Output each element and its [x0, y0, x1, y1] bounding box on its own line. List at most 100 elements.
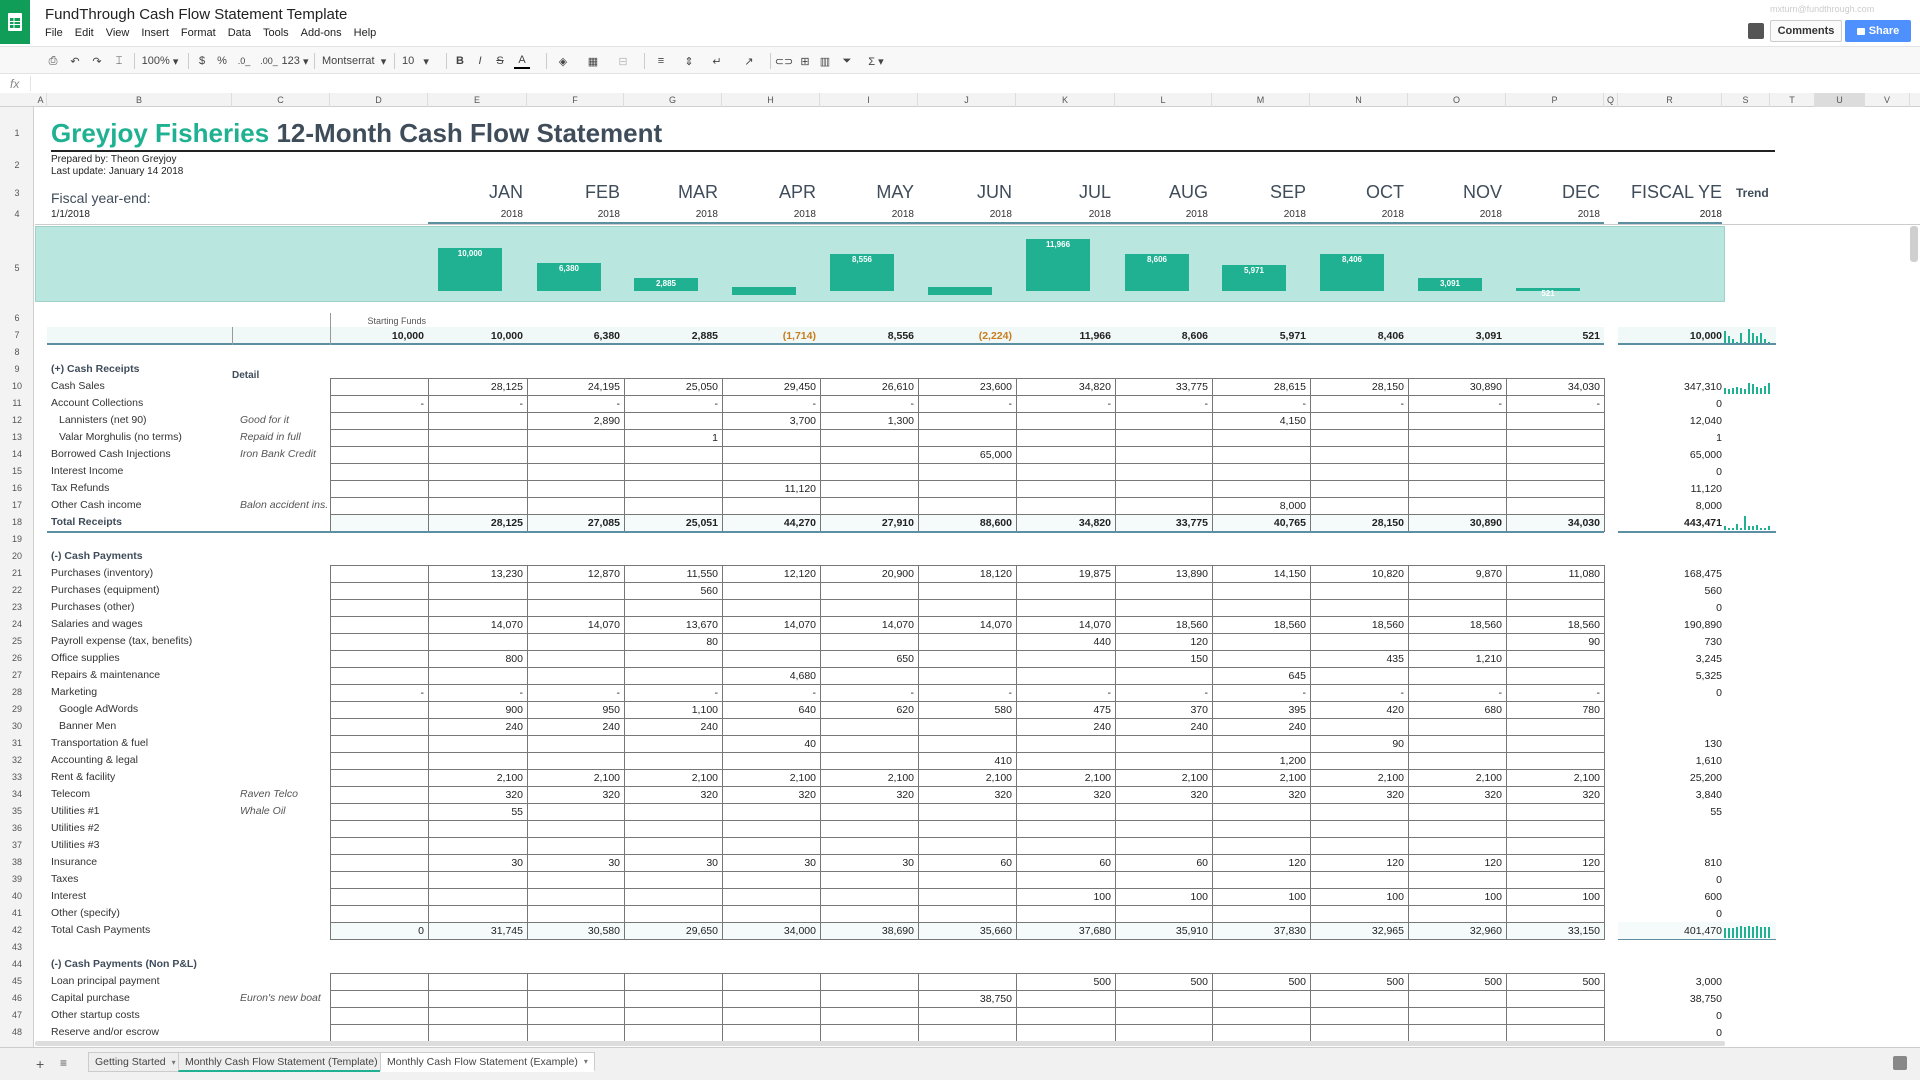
cell-box[interactable] — [428, 463, 528, 481]
cell-box[interactable] — [1506, 922, 1605, 940]
print-icon[interactable]: ⎙ — [48, 54, 58, 67]
month-value-apr[interactable]: 29,450 — [783, 381, 816, 393]
month-value-sep[interactable]: 395 — [1288, 704, 1306, 716]
cell-box[interactable] — [1115, 752, 1213, 770]
cell-box[interactable] — [330, 633, 429, 651]
text-color-icon[interactable]: A — [514, 53, 530, 69]
month-value-mar[interactable]: 1 — [712, 432, 718, 444]
cell-box[interactable] — [330, 905, 429, 923]
cell-box[interactable] — [1506, 1024, 1605, 1042]
column-header-d[interactable]: D — [330, 93, 428, 107]
month-value-dec[interactable]: 780 — [1582, 704, 1600, 716]
cell-box[interactable] — [820, 599, 919, 617]
column-header-j[interactable]: J — [918, 93, 1016, 107]
insert-chart-icon[interactable]: ▥ — [819, 55, 831, 68]
cell-box[interactable] — [1408, 803, 1507, 821]
month-value-may[interactable]: 26,610 — [881, 381, 914, 393]
month-value-feb[interactable]: 27,085 — [587, 517, 620, 529]
bold-icon[interactable]: B — [456, 55, 464, 67]
cell-box[interactable] — [624, 1007, 723, 1025]
month-value-may[interactable]: 20,900 — [881, 568, 914, 580]
cell-box[interactable] — [1115, 990, 1213, 1008]
month-value-oct[interactable]: 500 — [1386, 976, 1404, 988]
cell-box[interactable] — [1212, 599, 1311, 617]
cell-box[interactable] — [1212, 820, 1311, 838]
cell-box[interactable] — [1310, 667, 1409, 685]
month-value-jul[interactable]: 500 — [1093, 976, 1111, 988]
cell-box[interactable] — [918, 718, 1017, 736]
month-value-apr[interactable]: 2,100 — [789, 772, 816, 784]
month-value-mar[interactable]: 11,550 — [686, 568, 718, 580]
cell-box[interactable] — [722, 446, 821, 464]
cell-box[interactable] — [820, 582, 919, 600]
month-value-may[interactable]: 1,300 — [887, 415, 914, 427]
cell-box[interactable] — [428, 667, 528, 685]
row-header-16[interactable]: 16 — [11, 483, 22, 493]
cell-box[interactable] — [1016, 463, 1116, 481]
month-value-feb[interactable]: 30,580 — [587, 925, 620, 937]
row-header-42[interactable]: 42 — [11, 925, 22, 935]
cell-box[interactable] — [1115, 667, 1213, 685]
cell-box[interactable] — [428, 1024, 528, 1042]
cell-box[interactable] — [722, 888, 821, 906]
month-value-dec[interactable]: 120 — [1582, 857, 1600, 869]
sheet-tab[interactable]: Monthly Cash Flow Statement (Template)▾ — [178, 1052, 395, 1072]
month-value-may[interactable]: - — [910, 398, 915, 410]
cell-box[interactable] — [1408, 429, 1507, 447]
cell-box[interactable] — [624, 735, 723, 753]
month-value-jan[interactable]: 55 — [511, 806, 523, 818]
row-header-29[interactable]: 29 — [11, 704, 22, 714]
row-header-23[interactable]: 23 — [11, 602, 22, 612]
cell-box[interactable] — [527, 1007, 625, 1025]
cell-box[interactable] — [330, 990, 429, 1008]
cell-box[interactable] — [1115, 412, 1213, 430]
cell-box[interactable] — [330, 378, 429, 396]
cell-box[interactable] — [1506, 463, 1605, 481]
menu-tools[interactable]: Tools — [262, 27, 289, 39]
month-value-jan[interactable]: 800 — [505, 653, 523, 665]
month-value-mar[interactable]: 2,100 — [691, 772, 718, 784]
cell-box[interactable] — [918, 973, 1017, 991]
month-value-aug[interactable]: 240 — [1190, 721, 1208, 733]
month-value-aug[interactable]: 35,910 — [1175, 925, 1208, 937]
month-value-jun[interactable]: (2,224) — [978, 330, 1012, 342]
cell-box[interactable] — [1408, 463, 1507, 481]
cell-box[interactable] — [1016, 803, 1116, 821]
cell-box[interactable] — [330, 871, 429, 889]
cell-box[interactable] — [722, 820, 821, 838]
month-value-jun[interactable]: 35,660 — [979, 925, 1012, 937]
cell-box[interactable] — [722, 650, 821, 668]
month-value-feb[interactable]: 30 — [608, 857, 620, 869]
month-value-sep[interactable]: 18,560 — [1273, 619, 1306, 631]
cell-box[interactable] — [918, 888, 1017, 906]
month-value-may[interactable]: 14,070 — [881, 619, 914, 631]
cell-box[interactable] — [820, 888, 919, 906]
month-value-oct[interactable]: 120 — [1386, 857, 1404, 869]
row-header-35[interactable]: 35 — [11, 806, 22, 816]
month-value-dec[interactable]: - — [1596, 687, 1601, 699]
text-wrap-icon[interactable]: ↵ — [712, 55, 722, 68]
row-header-27[interactable]: 27 — [11, 670, 22, 680]
cell-box[interactable] — [330, 514, 429, 532]
cell-box[interactable] — [527, 667, 625, 685]
percent-button[interactable]: % — [217, 55, 227, 67]
cell-box[interactable] — [1408, 582, 1507, 600]
cell-box[interactable] — [722, 599, 821, 617]
fill-color-icon[interactable]: ◈ — [558, 55, 568, 68]
column-header-u[interactable]: U — [1815, 93, 1865, 107]
month-value-dec[interactable]: 500 — [1582, 976, 1600, 988]
comments-button[interactable]: Comments — [1770, 20, 1842, 42]
month-value-mar[interactable]: 560 — [700, 585, 718, 597]
cell-box[interactable] — [918, 905, 1017, 923]
cell-box[interactable] — [624, 752, 723, 770]
cell-box[interactable] — [1212, 582, 1311, 600]
month-value-oct[interactable]: 320 — [1386, 789, 1404, 801]
month-value-aug[interactable]: 2,100 — [1181, 772, 1208, 784]
cell-box[interactable] — [820, 497, 919, 515]
cell-box[interactable] — [1212, 803, 1311, 821]
month-value-apr[interactable]: 640 — [798, 704, 816, 716]
cell-box[interactable] — [1506, 480, 1605, 498]
row-header-31[interactable]: 31 — [11, 738, 22, 748]
month-value-aug[interactable]: - — [1204, 398, 1209, 410]
cell-box[interactable] — [1115, 905, 1213, 923]
